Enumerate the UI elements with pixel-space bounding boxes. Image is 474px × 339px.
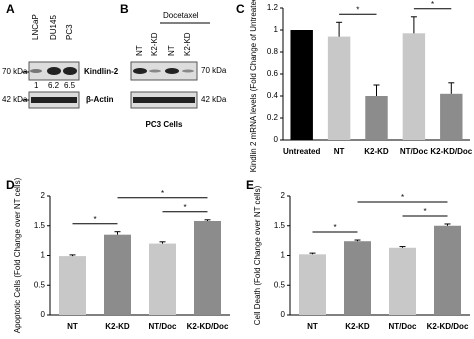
lane-label: DU145	[49, 15, 58, 40]
x-tick-label: K2-KD	[364, 147, 389, 156]
significance-label: *	[183, 203, 186, 212]
treatment-label: Docetaxel	[163, 11, 199, 20]
lane-label: K2-KD	[183, 32, 192, 56]
band	[63, 67, 77, 75]
band	[149, 69, 161, 73]
significance-label: *	[356, 5, 359, 14]
band	[133, 68, 147, 74]
band	[165, 68, 179, 74]
y-axis-label: Apoptotic Cells (Fold Change over NT cel…	[13, 177, 22, 333]
y-tick-label: 0.5	[274, 280, 286, 289]
bar	[327, 36, 351, 140]
panel-label: D	[6, 178, 15, 192]
y-tick-label: 1.2	[267, 3, 279, 12]
significance-label: *	[333, 223, 336, 232]
band	[31, 97, 77, 103]
bar	[149, 243, 176, 315]
bar	[290, 30, 313, 140]
lane-label: PC3	[65, 24, 74, 40]
bar	[402, 33, 426, 140]
bar	[299, 254, 326, 315]
bar	[389, 247, 416, 315]
significance-label: *	[431, 0, 434, 9]
significance-label: *	[93, 215, 96, 224]
blot	[130, 61, 198, 81]
x-tick-label: NT	[307, 322, 318, 331]
x-tick-label: Untreated	[283, 147, 320, 156]
x-tick-label: K2-KD/Doc	[430, 147, 472, 156]
x-tick-label: K2-KD	[105, 322, 130, 331]
y-axis-label: Cell Death (Fold Change over NT cells)	[253, 185, 262, 325]
y-tick-label: 0.4	[267, 91, 279, 100]
y-axis-label: Kindlin 2 mRNA levels (Fold Change of Un…	[249, 0, 258, 172]
lane-label: K2-KD	[150, 32, 159, 56]
band	[47, 67, 61, 75]
x-tick-label: K2-KD/Doc	[427, 322, 469, 331]
y-tick-label: 0	[281, 310, 286, 319]
bar	[104, 234, 131, 315]
protein-label: β-Actin	[86, 95, 114, 104]
lane-label: NT	[167, 45, 176, 56]
marker: 70 kDa	[201, 66, 227, 75]
y-tick-label: 0.5	[34, 280, 46, 289]
ratio: 6.2	[48, 81, 60, 90]
x-tick-label: K2-KD/Doc	[187, 322, 229, 331]
panel-label: B	[120, 2, 129, 16]
protein-label: Kindlin-2	[84, 67, 119, 76]
x-tick-label: NT/Doc	[400, 147, 429, 156]
panel-label: E	[246, 178, 254, 192]
band	[133, 97, 195, 103]
y-tick-label: 1	[41, 251, 46, 260]
y-tick-label: 2	[281, 191, 286, 200]
significance-label: *	[401, 193, 404, 202]
y-tick-label: 0.8	[267, 47, 279, 56]
bar	[434, 225, 461, 315]
marker: 42 kDa	[201, 95, 227, 104]
panel-label: C	[236, 2, 245, 16]
ratio: 1	[34, 81, 39, 90]
y-tick-label: 2	[41, 191, 46, 200]
bar	[344, 241, 371, 315]
y-tick-label: 1	[281, 251, 286, 260]
x-tick-label: NT/Doc	[389, 322, 418, 331]
y-tick-label: 0	[41, 310, 46, 319]
y-tick-label: 1	[274, 25, 279, 34]
y-tick-label: 0	[274, 135, 279, 144]
x-tick-label: NT	[67, 322, 78, 331]
y-tick-label: 0.6	[267, 69, 279, 78]
bar	[194, 220, 221, 315]
lane-label: LNCaP	[31, 14, 40, 40]
band	[182, 69, 194, 73]
bar	[59, 256, 86, 315]
bar	[440, 93, 463, 140]
panel-label: A	[6, 2, 15, 16]
bar	[365, 96, 388, 140]
lane-label: NT	[135, 45, 144, 56]
blot-caption: PC3 Cells	[146, 120, 183, 129]
marker: 42 kDa	[2, 95, 28, 104]
significance-label: *	[423, 207, 426, 216]
y-tick-label: 1.5	[274, 221, 286, 230]
marker: 70 kDa	[2, 67, 28, 76]
y-tick-label: 0.2	[267, 113, 279, 122]
y-tick-label: 1.5	[34, 221, 46, 230]
x-tick-label: NT/Doc	[149, 322, 178, 331]
ratio: 6.5	[64, 81, 76, 90]
x-tick-label: NT	[334, 147, 345, 156]
x-tick-label: K2-KD	[345, 322, 370, 331]
band	[30, 69, 42, 73]
significance-label: *	[161, 189, 164, 198]
